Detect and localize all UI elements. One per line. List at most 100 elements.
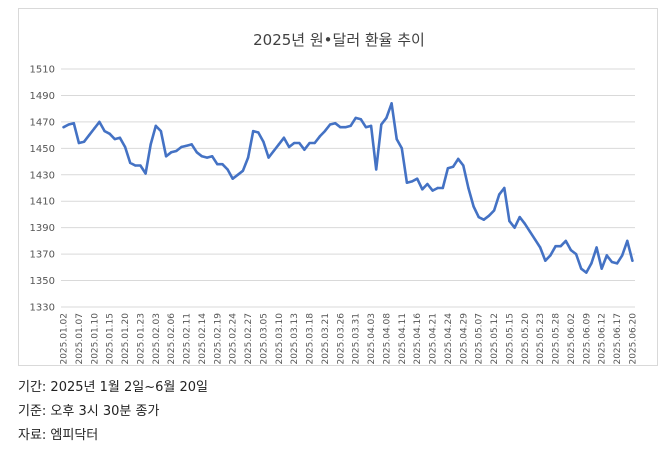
data-point — [538, 246, 542, 249]
x-tick-label: 2025.02.06 — [167, 313, 177, 365]
x-tick-label: 2025.06.20 — [628, 313, 638, 365]
data-point — [277, 143, 281, 146]
data-point — [144, 172, 147, 175]
data-point — [118, 136, 122, 139]
x-tick-label: 2025.01.23 — [136, 313, 146, 365]
data-point — [503, 186, 506, 190]
data-point — [605, 254, 609, 257]
data-point — [180, 145, 183, 149]
x-tick-label: 2025.05.28 — [552, 313, 562, 365]
y-tick-label: 1370 — [30, 250, 55, 261]
data-point — [267, 156, 270, 159]
data-point — [313, 141, 316, 145]
y-tick-label: 1450 — [30, 144, 55, 155]
data-point — [369, 124, 373, 128]
exchange-rate-chart: 2025년 원•달러 환율 추이 1510 1490 1470 1450 1430 141… — [30, 31, 639, 365]
data-point — [154, 124, 158, 128]
data-point — [226, 168, 229, 171]
data-point — [564, 239, 568, 243]
data-point — [308, 141, 311, 145]
x-tick-label: 2025.04.29 — [459, 313, 469, 365]
data-point — [395, 137, 398, 141]
series-layer — [62, 102, 634, 274]
data-point — [318, 135, 322, 138]
data-point — [590, 262, 593, 265]
x-tick-label: 2025.01.15 — [106, 313, 116, 365]
data-point — [472, 205, 475, 208]
data-point — [303, 148, 306, 151]
data-point — [292, 141, 296, 145]
data-point — [333, 122, 337, 125]
chart-area: 2025년 원•달러 환율 추이 1510 1490 1470 1450 1430 141… — [18, 8, 658, 366]
data-point — [195, 151, 199, 154]
data-point — [67, 123, 70, 126]
data-point — [164, 155, 168, 158]
data-point — [210, 155, 214, 158]
data-point — [585, 271, 588, 274]
x-tick-label: 2025.06.12 — [598, 313, 608, 365]
data-point — [72, 122, 76, 125]
data-point — [626, 239, 629, 243]
data-point — [323, 129, 327, 133]
data-point — [328, 123, 332, 126]
data-point — [462, 164, 465, 167]
data-point — [615, 262, 619, 265]
x-tick-label: 2025.04.16 — [413, 313, 423, 365]
data-point — [410, 180, 414, 183]
data-point — [87, 133, 91, 137]
data-point — [380, 123, 383, 126]
data-point — [523, 222, 527, 225]
data-point — [93, 127, 96, 130]
data-point — [441, 186, 445, 190]
x-tick-label: 2025.03.13 — [290, 313, 300, 365]
data-point — [159, 129, 163, 133]
data-point — [149, 143, 152, 146]
data-point — [569, 248, 573, 252]
data-point — [257, 131, 260, 134]
source-note: 자료: 엠피닥터 — [18, 428, 99, 443]
chart-title: 2025년 원•달러 환율 추이 — [253, 31, 425, 49]
data-point — [298, 141, 301, 145]
data-point — [282, 136, 286, 139]
x-tick-label: 2025.02.19 — [213, 313, 223, 365]
data-point — [200, 155, 204, 158]
data-point — [446, 166, 450, 170]
data-point — [241, 169, 245, 173]
x-tick-label: 2025.01.10 — [90, 313, 100, 365]
x-tick-label: 2025.05.15 — [505, 313, 515, 365]
x-tick-label: 2025.03.05 — [259, 313, 269, 365]
data-point — [108, 132, 111, 135]
data-point — [533, 238, 537, 241]
x-tick-label: 2025.05.07 — [475, 313, 485, 365]
y-tick-label: 1350 — [30, 276, 55, 287]
x-tick-label: 2025.02.03 — [152, 313, 162, 365]
x-tick-label: 2025.02.27 — [244, 313, 254, 365]
x-tick-label: 2025.03.31 — [352, 313, 362, 365]
data-point — [451, 165, 455, 169]
data-point — [415, 177, 419, 180]
data-point — [477, 215, 480, 219]
y-tick-label: 1490 — [30, 91, 55, 102]
x-tick-label: 2025.04.11 — [398, 313, 408, 365]
data-point — [262, 140, 265, 143]
x-tick-label: 2025.05.12 — [490, 313, 500, 365]
data-point — [390, 102, 393, 105]
data-point — [344, 125, 347, 129]
data-point — [169, 151, 173, 154]
data-point — [251, 129, 255, 133]
data-point — [272, 149, 275, 153]
data-point — [354, 116, 357, 120]
y-tick-label: 1430 — [30, 170, 55, 181]
data-point — [508, 219, 511, 223]
data-point — [631, 259, 634, 262]
data-point — [216, 163, 219, 166]
x-tick-label: 2025.04.03 — [367, 313, 377, 365]
data-point — [190, 143, 193, 146]
y-tick-label: 1470 — [30, 117, 55, 128]
x-axis-ticks: 2025.01.02 2025.01.07 2025.01.10 2025.01.15… — [60, 313, 639, 365]
data-point — [579, 267, 583, 270]
data-point — [549, 254, 552, 257]
data-point — [236, 173, 240, 176]
period-note: 기간: 2025년 1월 2일~6월 20일 — [18, 380, 208, 395]
x-tick-label: 2025.02.24 — [229, 313, 239, 365]
